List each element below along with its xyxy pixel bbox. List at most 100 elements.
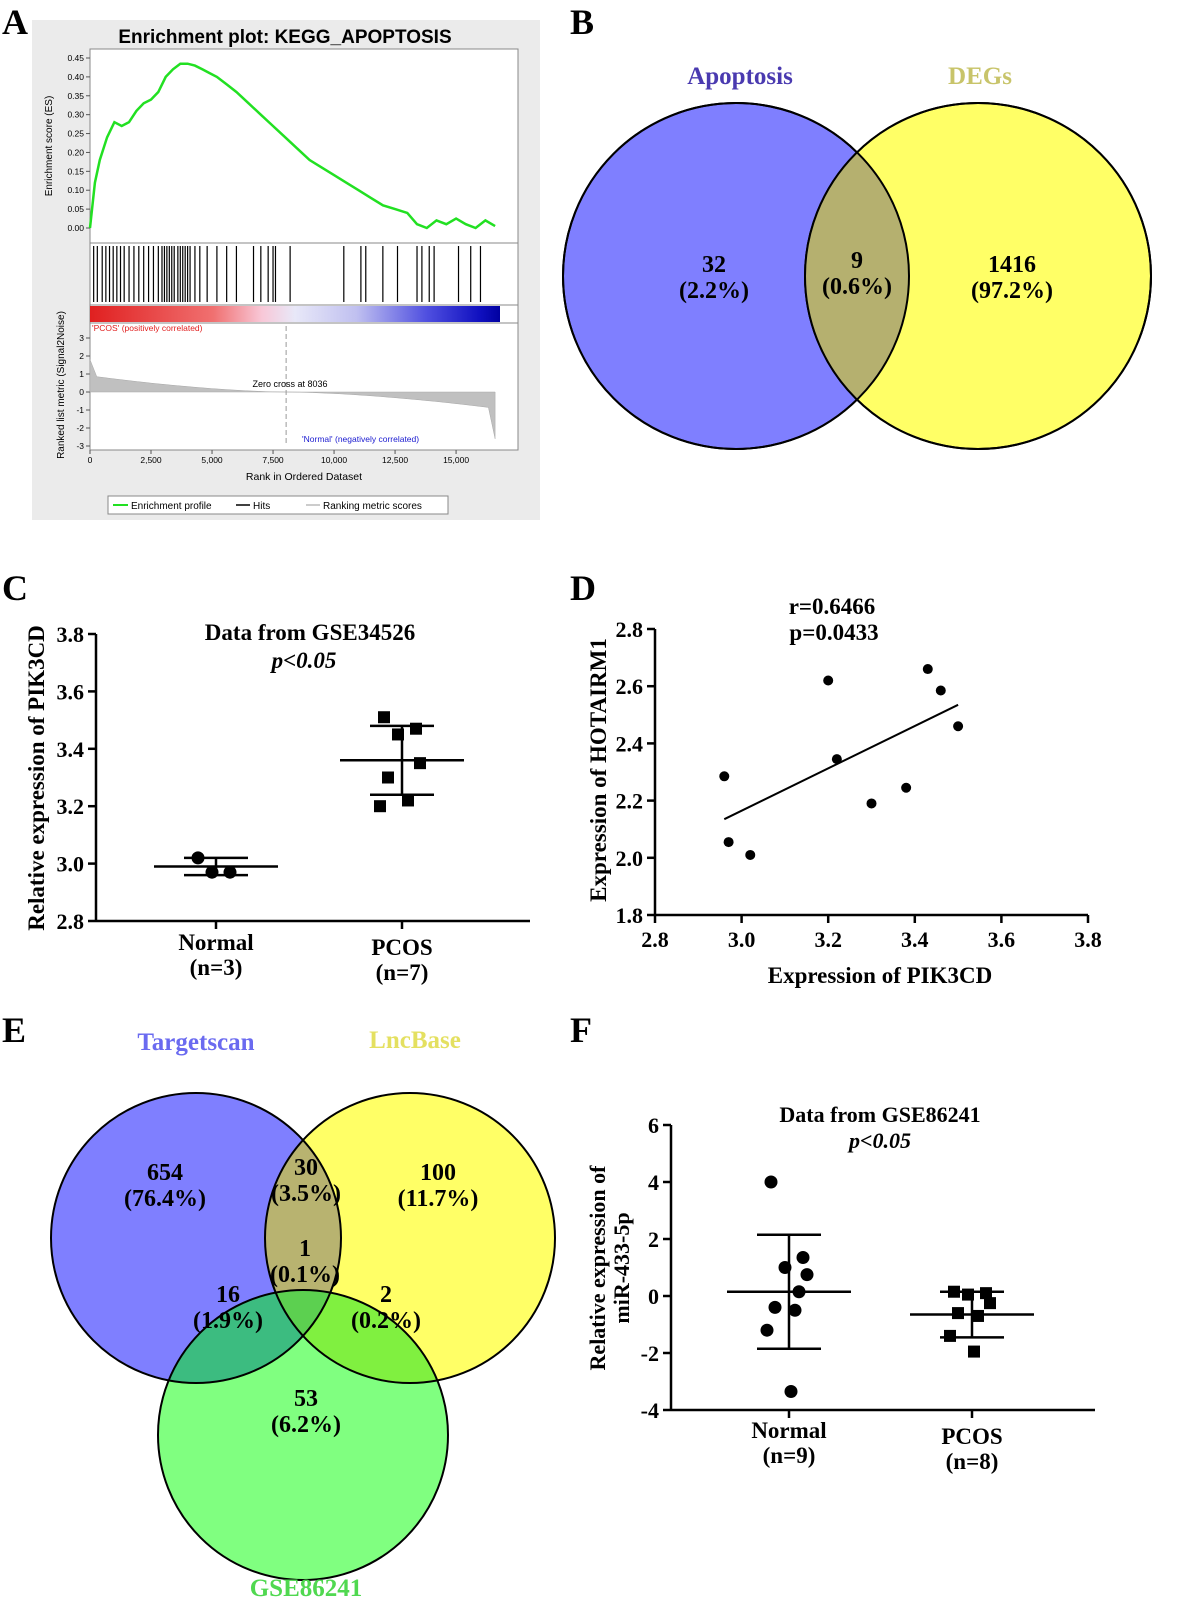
f-point bbox=[980, 1287, 992, 1300]
c-category-normal: Normal bbox=[178, 930, 253, 955]
d-x-tick-label: 3.6 bbox=[988, 927, 1016, 952]
venn-b-region-2-pct: (0.6%) bbox=[822, 274, 892, 300]
c-point bbox=[392, 728, 404, 741]
c-point bbox=[205, 865, 219, 879]
venn-e-overlap-lg-group bbox=[265, 1290, 448, 1383]
metric-y-axis: 3 2 1 0 -1 -2 -3 bbox=[76, 333, 90, 451]
es-y-tick-label: 0.40 bbox=[67, 72, 84, 82]
c-point bbox=[374, 800, 386, 813]
d-point bbox=[922, 664, 933, 675]
rank-x-tick-label: 5,000 bbox=[201, 455, 223, 465]
c-y-tick-label: 3.2 bbox=[57, 794, 85, 819]
f-category-pcos-n: (n=8) bbox=[946, 1449, 999, 1474]
c-y-label: Relative expression of PIK3CD bbox=[24, 625, 49, 931]
d-y-label: Expression of HOTAIRM1 bbox=[586, 638, 611, 902]
f-y-label-line1: Relative expression of bbox=[585, 1165, 610, 1371]
venn-gse86241-outline bbox=[157, 1289, 449, 1581]
venn-e-region-7-count: 53 bbox=[294, 1386, 318, 1412]
d-x-tick-label: 3.2 bbox=[814, 927, 842, 952]
d-point bbox=[901, 782, 912, 793]
c-y-tick-label: 3.8 bbox=[57, 622, 85, 647]
venn-set-targetscan: Targetscan bbox=[137, 1029, 254, 1056]
f-point bbox=[788, 1303, 802, 1317]
venn-e-region-1-count: 654 bbox=[147, 1160, 183, 1186]
d-point bbox=[719, 771, 730, 782]
venn-e-region-2-count: 30 bbox=[294, 1155, 318, 1181]
c-y-tick-label: 3.6 bbox=[57, 679, 85, 704]
d-x-tick-label: 3.4 bbox=[901, 927, 929, 952]
venn-e-region-4-count: 1 bbox=[299, 1236, 311, 1262]
c-y-tick-label: 3.4 bbox=[57, 737, 85, 762]
venn-e-overlap-lg bbox=[265, 1290, 448, 1383]
c-point bbox=[414, 757, 426, 770]
d-annotation-p: p=0.0433 bbox=[789, 620, 878, 645]
venn-degs-outline bbox=[804, 102, 1152, 450]
neg-correlated-label: 'Normal' (negatively correlated) bbox=[302, 434, 419, 444]
d-y-tick-label: 2.4 bbox=[616, 731, 644, 756]
venn-set-degs: DEGs bbox=[948, 63, 1012, 90]
metric-y-tick-label: 2 bbox=[79, 351, 84, 361]
d-x-label: Expression of PIK3CD bbox=[768, 963, 993, 988]
f-point bbox=[768, 1300, 782, 1314]
f-point bbox=[800, 1268, 814, 1282]
f-point bbox=[984, 1297, 996, 1310]
f-category-normal: Normal bbox=[751, 1418, 826, 1443]
c-pvalue: p<0.05 bbox=[270, 648, 337, 673]
legend-es-label: Enrichment profile bbox=[131, 501, 212, 512]
c-category-pcos: PCOS bbox=[371, 935, 432, 960]
legend-metric-label: Ranking metric scores bbox=[323, 501, 422, 512]
d-y-tick-label: 2.8 bbox=[616, 617, 644, 642]
es-y-tick-label: 0.20 bbox=[67, 147, 84, 157]
panel-c-dotplot: 3.8 3.6 3.4 3.2 3.0 2.8 Relative expression o… bbox=[24, 620, 530, 985]
f-y-tick-label: 6 bbox=[648, 1113, 659, 1138]
panel-label-e: E bbox=[2, 1010, 26, 1050]
c-point bbox=[191, 851, 205, 865]
f-y-tick-label: 0 bbox=[648, 1284, 659, 1309]
venn-b-region-3-count: 1416 bbox=[988, 252, 1036, 278]
d-point bbox=[866, 798, 877, 809]
c-marks bbox=[154, 711, 464, 929]
rank-x-axis: 0 2,500 5,000 7,500 10,000 12,500 15,000 bbox=[88, 450, 469, 465]
d-x-tick-label: 3.0 bbox=[728, 927, 756, 952]
d-point bbox=[831, 754, 842, 765]
heat-bar bbox=[90, 306, 500, 322]
venn-e-region-labels: 654 (76.4%) 30 (3.5%) 100 (11.7%) 1 (0.1… bbox=[124, 1155, 478, 1438]
venn-b-region-3-pct: (97.2%) bbox=[971, 278, 1053, 304]
c-y-tick-label: 3.0 bbox=[57, 852, 85, 877]
pos-correlated-label: 'PCOS' (positively correlated) bbox=[92, 323, 203, 333]
gsea-title: Enrichment plot: KEGG_APOPTOSIS bbox=[118, 27, 451, 48]
es-y-tick-label: 0.25 bbox=[67, 129, 84, 139]
f-point bbox=[792, 1285, 806, 1299]
f-marks bbox=[727, 1175, 1034, 1418]
panel-e-venn: Targetscan LncBase GSE86241 654 (76.4%) … bbox=[50, 1027, 556, 1602]
panel-a-gsea: Enrichment plot: KEGG_APOPTOSIS 0.45 0.40… bbox=[32, 20, 540, 520]
d-point bbox=[823, 675, 834, 686]
es-y-tick-label: 0.00 bbox=[67, 223, 84, 233]
venn-b-region-2-count: 9 bbox=[851, 248, 863, 274]
f-category-pcos: PCOS bbox=[941, 1424, 1002, 1449]
d-y-tick-label: 2.6 bbox=[616, 674, 644, 699]
venn-e-overlap-tg-group bbox=[158, 1290, 341, 1383]
f-title: Data from GSE86241 bbox=[779, 1102, 980, 1127]
rank-x-tick-label: 2,500 bbox=[140, 455, 162, 465]
metric-y-label: Ranked list metric (Signal2Noise) bbox=[56, 311, 67, 459]
rank-x-tick-label: 15,000 bbox=[443, 455, 469, 465]
metric-y-tick-label: -2 bbox=[76, 423, 84, 433]
metric-y-tick-label: 1 bbox=[79, 369, 84, 379]
f-y-tick-label: -2 bbox=[641, 1341, 659, 1366]
hit-lines bbox=[93, 246, 482, 302]
rank-x-tick-label: 10,000 bbox=[321, 455, 347, 465]
f-point bbox=[764, 1175, 778, 1189]
ranking-metric-area bbox=[89, 359, 496, 439]
venn-b-region-1-pct: (2.2%) bbox=[679, 278, 749, 304]
venn-b-region-1-count: 32 bbox=[702, 252, 726, 278]
d-point bbox=[723, 837, 734, 848]
f-y-tick-label: -4 bbox=[641, 1398, 659, 1423]
panel-f-dotplot: 6 4 2 0 -2 -4 Relative expression of miR-433-… bbox=[585, 1102, 1095, 1474]
d-y-tick-label: 2.0 bbox=[616, 846, 644, 871]
panel-label-d: D bbox=[570, 568, 596, 608]
d-points bbox=[719, 664, 964, 860]
f-point bbox=[962, 1288, 974, 1301]
f-y-tick-label: 2 bbox=[648, 1227, 659, 1252]
